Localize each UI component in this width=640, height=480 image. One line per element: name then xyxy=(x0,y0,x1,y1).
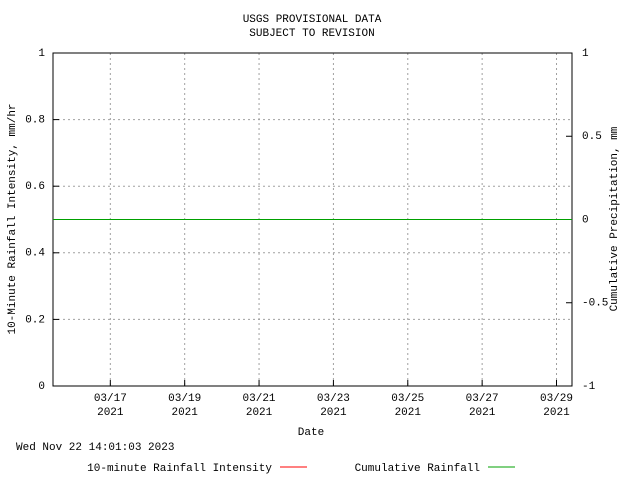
x-tick-label: 03/25 2021 xyxy=(391,393,424,419)
y-axis-label: 10-Minute Rainfall Intensity, mm/hr xyxy=(7,103,19,334)
y2-tick-label: 0 xyxy=(582,214,589,226)
x-tick-label-line: 2021 xyxy=(320,407,347,419)
x-tick-label-line: 2021 xyxy=(246,407,273,419)
y2-tick-label: -1 xyxy=(582,381,596,393)
x-tick-label: 03/21 2021 xyxy=(243,393,276,419)
x-tick-label-line: 03/21 xyxy=(243,393,276,405)
x-axis-label: Date xyxy=(298,427,324,439)
x-tick-label: 03/17 2021 xyxy=(94,393,127,419)
x-tick-label: 03/23 2021 xyxy=(317,393,350,419)
x-tick-label-line: 2021 xyxy=(469,407,496,419)
x-tick-label-line: 03/19 xyxy=(168,393,201,405)
chart-title: USGS PROVISIONAL DATA xyxy=(243,14,382,26)
x-tick-label-line: 2021 xyxy=(395,407,422,419)
y-tick-label: 0 xyxy=(38,381,45,393)
chart-subtitle: SUBJECT TO REVISION xyxy=(249,28,374,40)
x-tick-label-line: 2021 xyxy=(543,407,570,419)
x-tick-label: 03/29 2021 xyxy=(540,393,573,419)
x-tick-label: 03/19 2021 xyxy=(168,393,201,419)
y2-axis-label: Cumulative Precipitation, mm xyxy=(609,126,621,311)
x-tick-label-line: 2021 xyxy=(171,407,198,419)
y-tick-label: 0.6 xyxy=(25,181,45,193)
y2-tick-label: 1 xyxy=(582,48,589,60)
timestamp: Wed Nov 22 14:01:03 2023 xyxy=(16,442,174,454)
y-tick-label: 0.4 xyxy=(25,248,45,260)
legend-label: 10-minute Rainfall Intensity xyxy=(87,463,272,475)
x-tick-label-line: 03/27 xyxy=(466,393,499,405)
x-tick-label-line: 03/25 xyxy=(391,393,424,405)
x-tick-label: 03/27 2021 xyxy=(466,393,499,419)
y2-tick-label: 0.5 xyxy=(582,131,602,143)
x-tick-label-line: 03/17 xyxy=(94,393,127,405)
x-tick-label-line: 03/23 xyxy=(317,393,350,405)
x-tick-label-line: 03/29 xyxy=(540,393,573,405)
y-tick-label: 1 xyxy=(38,48,45,60)
y-tick-label: 0.2 xyxy=(25,314,45,326)
y2-tick-label: -0.5 xyxy=(582,298,608,310)
legend-label: Cumulative Rainfall xyxy=(355,463,480,475)
x-tick-label-line: 2021 xyxy=(97,407,124,419)
y-tick-label: 0.8 xyxy=(25,115,45,127)
